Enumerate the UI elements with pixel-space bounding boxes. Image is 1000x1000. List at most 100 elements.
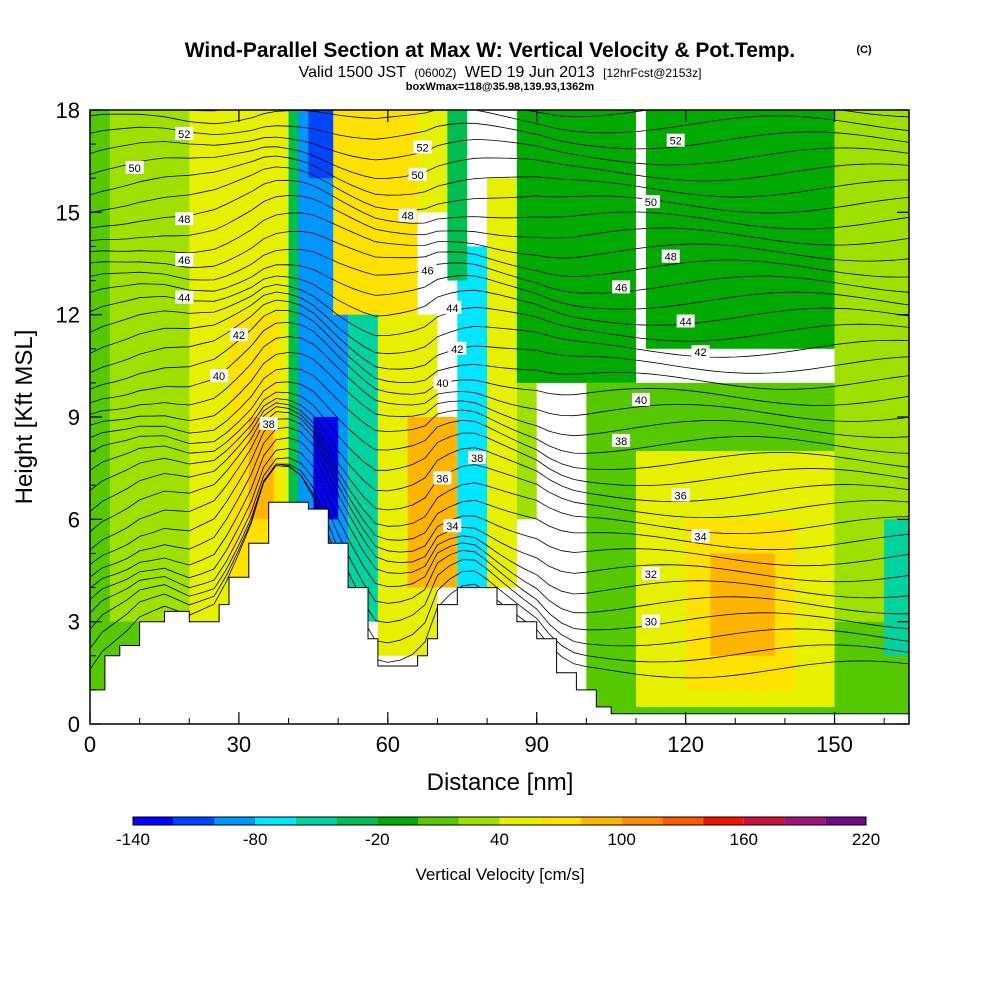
theta-contour-line xyxy=(90,309,909,390)
theta-contour-line xyxy=(90,179,909,230)
velocity-cell xyxy=(884,519,909,656)
contour-label-text: 38 xyxy=(471,453,483,465)
x-tick-label: 120 xyxy=(667,732,704,757)
contour-label-layer: 52 50 48 46 44 42 40 38 52 50 48 46 44 42 40 38 36 34 52 50… xyxy=(125,126,710,629)
theta-contour-line xyxy=(90,212,909,262)
theta-contour-line xyxy=(90,264,909,310)
velocity-cell xyxy=(407,417,458,588)
contour-label-text: 46 xyxy=(178,255,190,267)
colorbar-swatch xyxy=(133,817,174,825)
contour-label-text: 46 xyxy=(421,265,433,277)
terrain-profile xyxy=(90,501,909,724)
contour-label: 44 xyxy=(676,314,695,328)
contour-label: 42 xyxy=(229,328,248,342)
valid-utc: (0600Z) xyxy=(414,66,456,80)
contour-label-text: 34 xyxy=(694,531,706,543)
contour-label-text: 40 xyxy=(635,395,647,407)
colorbar-swatch xyxy=(784,817,826,825)
theta-contour-line xyxy=(90,110,909,134)
theta-contours xyxy=(90,110,909,679)
contour-label-bg xyxy=(661,249,680,263)
theta-contour-line xyxy=(90,351,909,438)
colorbar-swatch xyxy=(540,817,581,825)
velocity-cell xyxy=(447,110,468,281)
contour-label-text: 40 xyxy=(213,371,225,383)
contour-label: 42 xyxy=(448,341,467,356)
contour-label: 46 xyxy=(418,263,437,277)
contour-label: 38 xyxy=(612,433,631,448)
y-tick-label: 3 xyxy=(68,610,80,635)
y-tick-label: 6 xyxy=(68,507,80,532)
contour-label-bg xyxy=(259,416,278,430)
y-tick-label: 12 xyxy=(56,303,80,328)
contour-label: 40 xyxy=(631,392,650,407)
velocity-cell xyxy=(487,178,517,588)
theta-contour-line xyxy=(90,418,909,567)
contour-label-bg xyxy=(612,433,631,447)
contour-label-bg xyxy=(641,566,660,580)
contour-label-bg xyxy=(175,212,194,226)
x-tick-label: 150 xyxy=(816,732,853,757)
theta-contour-line xyxy=(90,463,909,679)
y-tick-label: 18 xyxy=(56,98,80,123)
theta-contour-line xyxy=(90,336,909,422)
contour-label-bg xyxy=(676,314,695,328)
contour-label-bg xyxy=(229,328,248,342)
contour-label: 34 xyxy=(443,519,462,533)
contour-label-text: 40 xyxy=(436,378,448,390)
contour-label-bg xyxy=(691,529,710,543)
y-tick-label: 15 xyxy=(56,200,80,225)
contour-label-bg xyxy=(433,375,452,389)
x-tick-label: 90 xyxy=(524,732,548,757)
contour-label-text: 44 xyxy=(680,316,692,328)
colorbar-swatch xyxy=(580,817,622,825)
contour-label-bg xyxy=(175,126,194,140)
theta-contour-line xyxy=(90,367,909,454)
box-info: boxWmax=118@35.98,139.93,1362m xyxy=(406,81,595,93)
contour-label-bg xyxy=(691,345,710,359)
contour-label-bg xyxy=(631,392,650,406)
theta-contour-line xyxy=(90,448,909,615)
contour-label-bg xyxy=(175,253,194,267)
contour-label-text: 32 xyxy=(645,569,657,581)
theta-contour-line xyxy=(90,122,909,150)
theta-contour-line xyxy=(90,248,909,294)
contour-label-text: 38 xyxy=(615,436,627,448)
theta-contour-line xyxy=(90,146,909,182)
contour-label-text: 46 xyxy=(615,282,627,294)
colorbar-tick-label: 100 xyxy=(607,830,635,849)
colorbar-swatch xyxy=(255,817,296,825)
theta-contour-line xyxy=(90,411,909,551)
colorbar-swatch xyxy=(418,817,459,825)
contour-label-text: 44 xyxy=(446,303,458,315)
colorbar: -140 -80 -20 40 100 160 220 xyxy=(116,816,880,849)
contour-label: 50 xyxy=(408,167,427,182)
y-tick-label: 9 xyxy=(68,405,80,430)
velocity-cell xyxy=(457,246,488,588)
contour-label: 40 xyxy=(433,375,452,390)
contour-label: 36 xyxy=(433,471,452,485)
contour-label-text: 30 xyxy=(645,617,657,629)
colorbar-tick-label: -140 xyxy=(116,830,150,849)
title-unit: (C) xyxy=(856,44,872,56)
theta-contour-line xyxy=(90,463,909,647)
contour-label-text: 36 xyxy=(436,473,448,485)
y-axis-label: Height [Kft MSL] xyxy=(11,330,38,505)
contour-label-text: 34 xyxy=(446,521,458,533)
velocity-cell xyxy=(516,110,636,383)
contour-label-text: 50 xyxy=(129,163,141,175)
colorbar-swatch xyxy=(662,817,704,825)
contour-label-text: 42 xyxy=(233,330,245,342)
contour-label-text: 48 xyxy=(665,252,677,264)
contour-label: 32 xyxy=(641,566,660,581)
x-tick-label: 0 xyxy=(84,732,96,757)
contour-label-bg xyxy=(413,140,432,154)
contour-label-bg xyxy=(666,133,685,147)
contour-label-text: 48 xyxy=(178,214,190,226)
theta-contour-line xyxy=(90,136,909,166)
theta-contour-line xyxy=(90,457,909,631)
valid-time: Valid 1500 JST xyxy=(299,64,407,81)
contour-label: 52 xyxy=(175,126,194,141)
colorbar-swatch xyxy=(703,817,744,825)
